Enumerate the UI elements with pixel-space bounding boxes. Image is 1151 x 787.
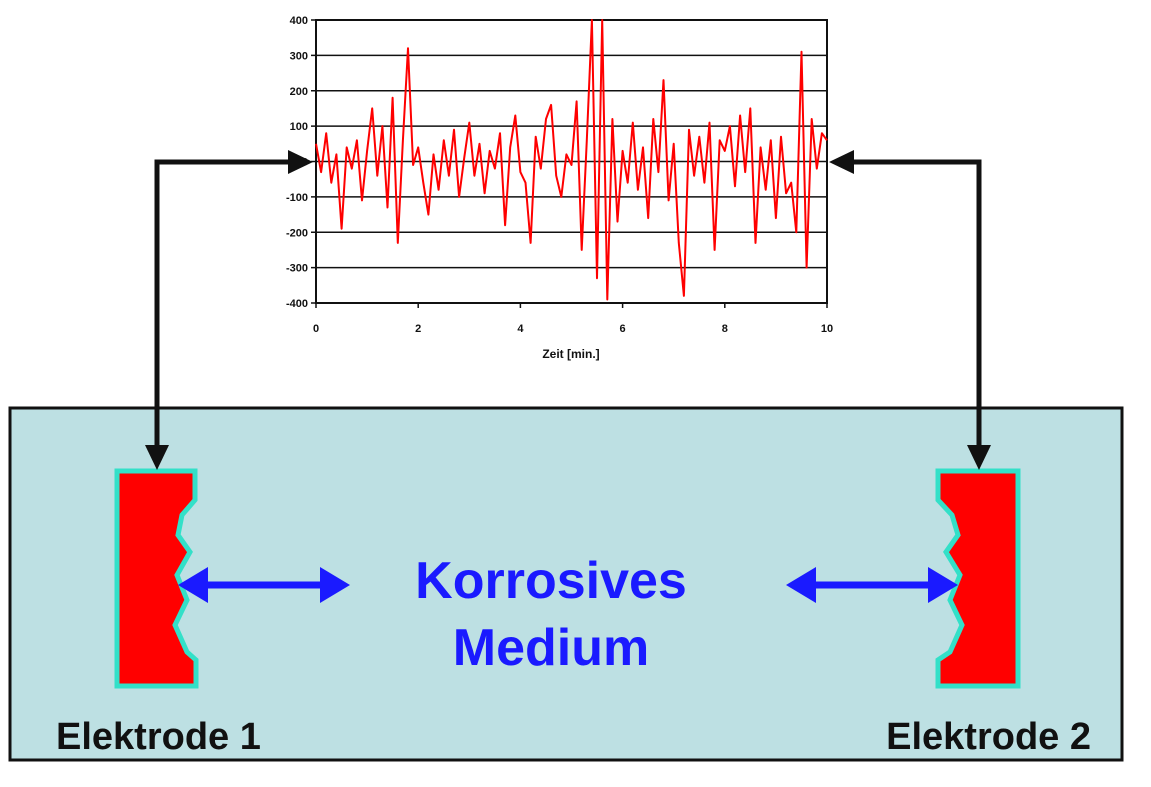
chart-y-tick-label: -400 — [286, 298, 308, 310]
electrode-1 — [114, 468, 199, 689]
electrode-1-label: Elektrode 1 — [56, 716, 261, 758]
chart-x-tick-label: 0 — [313, 323, 319, 335]
chart-x-tick-label: 8 — [722, 323, 728, 335]
chart-y-tick-label: 400 — [290, 15, 308, 27]
wire-electrode-1 — [145, 150, 313, 470]
electrode-2 — [935, 468, 1021, 689]
medium-label-line2: Medium — [453, 619, 649, 677]
chart-y-tick-label: -100 — [286, 192, 308, 204]
medium-label-line1: Korrosives — [415, 552, 687, 610]
ion-arrow-left — [178, 567, 350, 603]
electrode-2-label: Elektrode 2 — [886, 716, 1091, 758]
chart-x-tick-label: 10 — [821, 323, 833, 335]
chart-y-tick-label: 300 — [290, 50, 308, 62]
chart-y-tick-labels: 4003002001000-100-200-300-400 — [286, 15, 308, 310]
chart-x-tick-label: 4 — [517, 323, 524, 335]
chart-y-tick-label: 200 — [290, 86, 308, 98]
chart-y-tick-label: -300 — [286, 263, 308, 275]
chart-x-tick-label: 6 — [620, 323, 626, 335]
noise-chart: 400 300 200 100 0 -100 -200 -300 -400 0 2 4 6 8 10 Ze… — [286, 15, 833, 361]
chart-x-tick-labels: 0 2 4 6 8 10 — [313, 323, 833, 335]
ion-arrow-right — [786, 567, 958, 603]
chart-x-axis-label: Zeit [min.] — [542, 347, 599, 361]
chart-y-tick-label: -200 — [286, 227, 308, 239]
chart-x-tick-label: 2 — [415, 323, 421, 335]
wire-electrode-2 — [829, 150, 991, 470]
chart-series-line — [315, 19, 828, 301]
chart-y-tick-label: 100 — [290, 121, 308, 133]
